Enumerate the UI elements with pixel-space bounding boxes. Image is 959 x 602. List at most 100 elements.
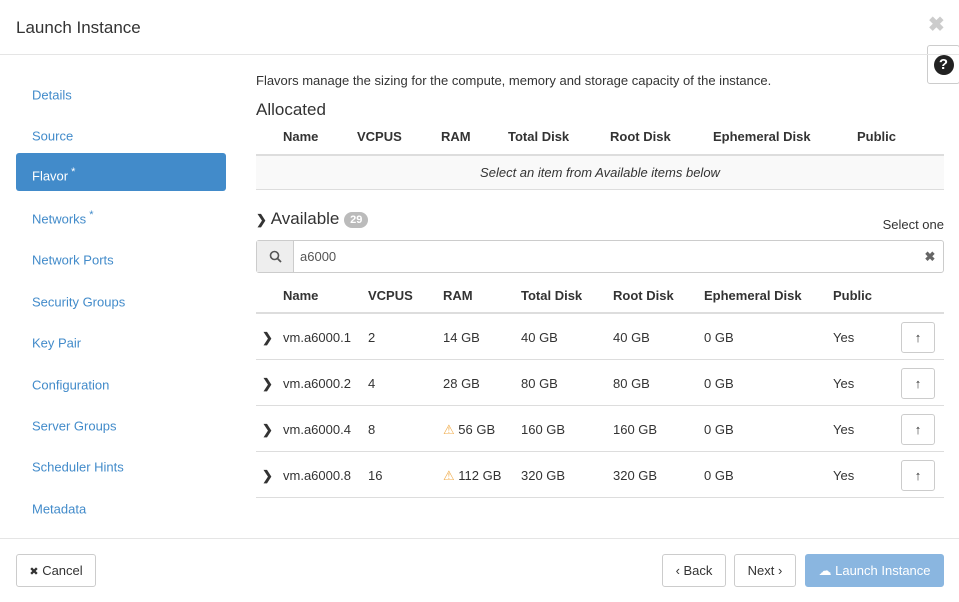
- warning-icon: ⚠: [443, 422, 459, 437]
- close-icon[interactable]: ✖: [928, 14, 945, 36]
- sidebar-item-source[interactable]: Source: [16, 113, 226, 151]
- cell-total-disk: 80 GB: [521, 376, 558, 391]
- sidebar-item-label: Configuration: [32, 377, 110, 393]
- cell-ram: ⚠ 56 GB: [443, 422, 495, 438]
- arrow-up-icon: ↑: [914, 422, 922, 437]
- launch-instance-button[interactable]: ☁ Launch Instance: [805, 554, 944, 587]
- available-toggle[interactable]: ❯ Available 29: [256, 209, 369, 229]
- table-row: ❯ vm.a6000.8 16 ⚠ 112 GB 320 GB 320 GB 0 GB Yes…: [256, 452, 944, 498]
- sidebar-item-label: Network Ports: [32, 252, 114, 268]
- cell-value: vm.a6000.8: [283, 468, 351, 483]
- cell-value: Yes: [833, 468, 855, 483]
- arrow-up-icon: ↑: [914, 468, 922, 483]
- column-header[interactable]: Root Disk: [613, 288, 674, 303]
- next-button[interactable]: Next ›: [734, 554, 796, 587]
- chevron-right-icon[interactable]: ❯: [262, 330, 273, 345]
- back-button[interactable]: ‹ Back: [662, 554, 726, 587]
- cell-value: 40 GB: [521, 330, 558, 345]
- sidebar-item-networks[interactable]: Networks *: [16, 196, 226, 234]
- chevron-right-icon[interactable]: ❯: [262, 422, 273, 437]
- cell-public: Yes: [833, 376, 854, 391]
- available-title: Available: [270, 209, 340, 228]
- column-header[interactable]: RAM: [443, 288, 473, 303]
- cell-value: 28 GB: [443, 376, 480, 391]
- sidebar-item-scheduler-hints[interactable]: Scheduler Hints: [16, 444, 226, 482]
- arrow-up-icon: ↑: [914, 376, 922, 391]
- column-header: VCPUS: [357, 129, 402, 144]
- cell-value: 320 GB: [521, 468, 566, 483]
- chevron-down-icon: ❯: [256, 212, 267, 227]
- cell-value: 112 GB: [458, 468, 502, 483]
- cell-ephemeral-disk: 0 GB: [704, 330, 734, 345]
- arrow-up-icon: ↑: [914, 330, 922, 345]
- sidebar-item-security-groups[interactable]: Security Groups: [16, 279, 226, 317]
- column-header: Total Disk: [508, 129, 570, 144]
- sidebar-item-label: Details: [32, 87, 72, 103]
- cell-name: vm.a6000.8: [283, 468, 351, 483]
- cell-value: Yes: [833, 330, 855, 345]
- sidebar-item-metadata[interactable]: Metadata: [16, 486, 226, 524]
- allocate-button[interactable]: ↑: [901, 322, 935, 353]
- column-header[interactable]: Name: [283, 288, 319, 303]
- cell-value: 0 GB: [704, 468, 734, 483]
- sidebar-item-flavor[interactable]: Flavor *: [16, 153, 226, 191]
- table-row: ❯ vm.a6000.4 8 ⚠ 56 GB 160 GB 160 GB 0 GB Yes ↑: [256, 406, 944, 452]
- allocate-button[interactable]: ↑: [901, 460, 935, 491]
- cell-public: Yes: [833, 422, 854, 437]
- allocated-empty-text: Select an item from Available items belo…: [256, 156, 944, 190]
- sidebar-item-configuration[interactable]: Configuration: [16, 362, 226, 400]
- cell-ephemeral-disk: 0 GB: [704, 468, 734, 483]
- header-divider: [0, 54, 959, 55]
- sidebar-item-server-groups[interactable]: Server Groups: [16, 403, 226, 441]
- cell-value: vm.a6000.4: [283, 422, 351, 437]
- help-icon: ?: [933, 54, 954, 75]
- cell-value: Yes: [833, 422, 855, 437]
- cell-value: 14 GB: [443, 330, 480, 345]
- cell-value: vm.a6000.2: [283, 376, 351, 391]
- table-row: ❯ vm.a6000.2 4 28 GB 80 GB 80 GB 0 GB Yes ↑: [256, 360, 944, 406]
- cancel-button[interactable]: ✖ Cancel: [16, 554, 96, 587]
- column-header[interactable]: VCPUS: [368, 288, 413, 303]
- sidebar-item-label: Key Pair: [32, 335, 82, 351]
- help-button[interactable]: ?: [927, 45, 959, 84]
- sidebar-item-label: Networks: [32, 211, 87, 227]
- warning-icon: ⚠: [443, 468, 459, 483]
- sidebar-item-key-pair[interactable]: Key Pair: [16, 320, 226, 358]
- cell-total-disk: 40 GB: [521, 330, 558, 345]
- cell-total-disk: 160 GB: [521, 422, 565, 437]
- cell-ephemeral-disk: 0 GB: [704, 422, 734, 437]
- allocate-button[interactable]: ↑: [901, 368, 935, 399]
- footer-divider: [0, 538, 959, 539]
- allocate-button[interactable]: ↑: [901, 414, 935, 445]
- cell-vcpus: 8: [368, 422, 375, 437]
- column-header[interactable]: Total Disk: [521, 288, 583, 303]
- column-header[interactable]: Ephemeral Disk: [704, 288, 802, 303]
- sidebar-item-label: Server Groups: [32, 418, 117, 434]
- cell-value: 2: [368, 330, 376, 345]
- modal-title: Launch Instance: [16, 18, 141, 37]
- launch-label: Launch Instance: [835, 563, 931, 578]
- search-input[interactable]: [294, 241, 917, 272]
- clear-search-icon[interactable]: ✖: [924, 248, 936, 264]
- cell-root-disk: 160 GB: [613, 422, 657, 437]
- cell-value: 16: [368, 468, 383, 483]
- back-label: Back: [683, 563, 713, 578]
- sidebar-item-network-ports[interactable]: Network Ports: [16, 237, 226, 275]
- sidebar-item-details[interactable]: Details: [16, 72, 226, 110]
- cell-value: 0 GB: [704, 330, 734, 345]
- select-hint: Select one: [882, 217, 944, 232]
- chevron-right-icon[interactable]: ❯: [262, 376, 273, 391]
- column-header: RAM: [441, 129, 471, 144]
- sidebar-item-label: Scheduler Hints: [32, 459, 124, 475]
- cell-value: 320 GB: [613, 468, 658, 483]
- cell-value: vm.a6000.1: [283, 330, 351, 345]
- cell-value: Yes: [833, 376, 855, 391]
- column-header: Root Disk: [610, 129, 671, 144]
- cell-value: 160 GB: [613, 422, 658, 437]
- sidebar-item-label: Source: [32, 128, 74, 144]
- cell-public: Yes: [833, 468, 854, 483]
- column-header: Public: [857, 129, 897, 144]
- cell-value: 40 GB: [613, 330, 650, 345]
- column-header[interactable]: Public: [833, 288, 873, 303]
- chevron-right-icon[interactable]: ❯: [262, 468, 273, 483]
